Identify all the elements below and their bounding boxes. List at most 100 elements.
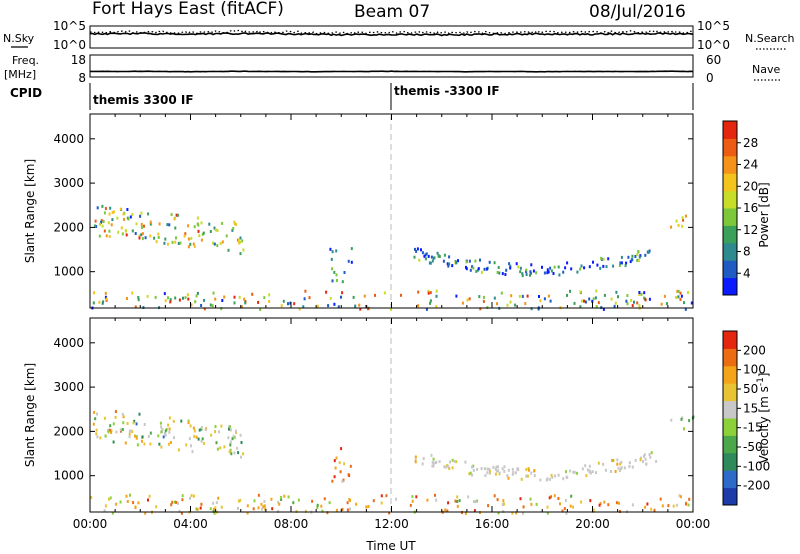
velocity-point: [415, 495, 418, 499]
power-point: [479, 307, 482, 311]
power-point: [638, 291, 641, 294]
velocity-point: [448, 467, 451, 470]
velocity-colorbar-swatch: [723, 365, 737, 384]
velocity-point: [261, 507, 263, 511]
power-point: [421, 251, 424, 255]
velocity-point: [349, 498, 351, 502]
power-point: [570, 267, 573, 271]
power-point: [131, 212, 134, 216]
power-point: [111, 211, 114, 214]
power-point: [425, 252, 428, 256]
power-point: [175, 236, 177, 240]
power-colorbar-swatch: [723, 190, 737, 209]
power-point: [675, 296, 678, 299]
velocity-point: [149, 442, 152, 446]
nsky-right-tick-top: 10^5: [697, 19, 730, 33]
power-point: [164, 237, 167, 241]
velocity-point: [193, 494, 195, 498]
power-point: [521, 294, 524, 298]
velocity-y-ticks: 1000 2000 3000 4000: [53, 336, 693, 483]
nave-right-tick-bottom: 0: [706, 71, 714, 85]
power-point: [325, 290, 328, 294]
power-point: [469, 268, 472, 272]
velocity-point: [228, 450, 231, 454]
velocity-point: [213, 511, 216, 515]
velocity-point: [566, 476, 569, 479]
power-y-tick-label: 1000: [53, 265, 84, 279]
velocity-point: [125, 494, 128, 498]
velocity-point: [469, 471, 472, 475]
power-point: [640, 292, 643, 296]
velocity-point: [620, 460, 623, 464]
power-point: [104, 207, 107, 210]
power-point: [416, 247, 419, 251]
velocity-point: [237, 506, 239, 510]
velocity-point: [486, 471, 489, 475]
velocity-point: [473, 500, 475, 504]
velocity-point: [602, 462, 605, 466]
velocity-colorbar-tick-label: -200: [743, 479, 770, 493]
velocity-point: [200, 426, 203, 429]
velocity-point: [189, 496, 191, 500]
velocity-point: [443, 465, 446, 469]
velocity-point: [618, 501, 620, 505]
velocity-point: [164, 433, 167, 437]
power-point: [613, 304, 616, 308]
velocity-point: [193, 429, 196, 433]
velocity-point: [414, 455, 417, 459]
power-point: [192, 242, 195, 246]
power-point: [566, 261, 569, 265]
velocity-point: [464, 460, 467, 464]
velocity-point: [311, 499, 314, 503]
velocity-point: [320, 504, 323, 508]
velocity-point: [414, 460, 417, 464]
velocity-point: [280, 498, 283, 501]
power-point: [418, 258, 421, 262]
power-point: [612, 264, 615, 268]
power-point: [110, 223, 113, 227]
power-point: [526, 294, 529, 298]
velocity-point: [321, 509, 324, 513]
power-point: [212, 291, 215, 295]
power-colorbar-swatch: [723, 277, 737, 296]
velocity-point: [367, 505, 370, 508]
power-point: [480, 270, 483, 274]
power-point: [167, 296, 169, 300]
power-point: [547, 294, 550, 298]
power-point: [196, 216, 199, 220]
power-point: [174, 240, 177, 244]
power-point: [293, 302, 296, 306]
power-colorbar-tick-label: 8: [743, 245, 751, 259]
velocity-point: [495, 469, 498, 473]
freq-series-line: [90, 70, 694, 73]
velocity-point: [235, 429, 237, 433]
velocity-point: [95, 432, 98, 436]
power-point: [93, 291, 96, 295]
power-point: [231, 228, 234, 232]
velocity-point: [628, 461, 631, 465]
velocity-point: [661, 504, 664, 508]
velocity-point: [122, 415, 125, 419]
power-point: [138, 236, 141, 240]
power-point: [584, 300, 587, 304]
velocity-colorbar-swatch: [723, 348, 737, 367]
power-point: [282, 299, 285, 303]
velocity-point: [94, 417, 97, 421]
power-point: [280, 304, 283, 308]
power-point: [187, 245, 190, 249]
power-point: [190, 236, 193, 240]
velocity-point: [619, 469, 621, 472]
power-point: [203, 298, 206, 302]
velocity-point: [430, 453, 433, 457]
velocity-point: [511, 511, 514, 515]
power-point: [505, 268, 508, 272]
velocity-point: [565, 470, 567, 474]
power-point: [429, 301, 432, 305]
power-point: [193, 225, 196, 229]
power-point: [504, 273, 507, 276]
power-colorbar: 4 8 12 16 20 24 28: [722, 120, 758, 296]
nsky-label: N.Sky: [3, 32, 35, 45]
power-point: [233, 301, 236, 305]
power-point: [681, 216, 684, 220]
velocity-point: [548, 477, 551, 481]
